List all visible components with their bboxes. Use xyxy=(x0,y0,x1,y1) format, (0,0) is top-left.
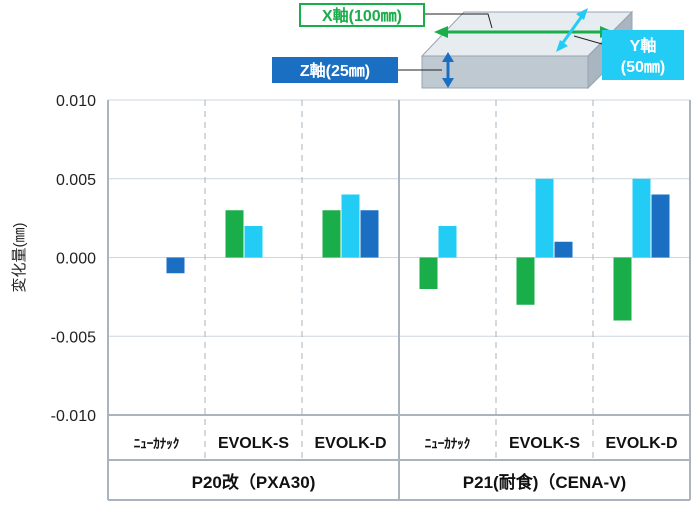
z-axis-legend-label: Z軸(25㎜) xyxy=(300,61,370,80)
y-axis-legend-label-line2: (50㎜) xyxy=(621,59,665,76)
bar-1-2-1 xyxy=(225,210,244,258)
x-label-box xyxy=(299,3,425,27)
bar-2-1-1 xyxy=(419,257,438,289)
bar-2-3-1 xyxy=(613,257,632,321)
category-label: EVOLK-S xyxy=(509,435,580,452)
bar-1-3-3 xyxy=(360,210,379,258)
bar-2-2-1 xyxy=(516,257,535,305)
bar-1-2-2 xyxy=(244,226,263,258)
bar-1-3-2 xyxy=(341,194,360,258)
category-label: ﾆｭｰｶﾅｯｸ xyxy=(425,436,471,451)
z-label-box xyxy=(272,57,398,83)
x-arrow-head-left xyxy=(434,26,448,38)
y-tick-label: 0.000 xyxy=(56,251,96,268)
y-arrow-line xyxy=(560,15,584,45)
z-arrow-head-up xyxy=(442,52,454,62)
y-tick-label: 0.010 xyxy=(56,93,96,110)
bar-1-3-1 xyxy=(322,210,341,258)
y-tick-label: -0.010 xyxy=(51,408,96,425)
bar-2-3-3 xyxy=(651,194,670,258)
group-label: P21(耐食)（CENA-V) xyxy=(463,472,626,492)
bar-2-3-2 xyxy=(632,178,651,258)
group-label: P20改（PXA30) xyxy=(192,472,316,492)
y-axis-label: 変化量(㎜) xyxy=(11,223,28,293)
y-label-box xyxy=(602,30,684,80)
x-axis-legend-label: X軸(100㎜) xyxy=(322,6,402,25)
y-arrow-head-lower xyxy=(556,40,568,52)
bar-2-2-3 xyxy=(554,241,573,258)
z-arrow-head-down xyxy=(442,78,454,88)
bar-2-1-2 xyxy=(438,226,457,258)
category-label: EVOLK-D xyxy=(606,435,678,452)
y-arrow-head-upper xyxy=(576,8,588,20)
bar-2-2-2 xyxy=(535,178,554,258)
bar-1-1-3 xyxy=(166,257,185,274)
category-label: EVOLK-S xyxy=(218,435,289,452)
y-leader-line xyxy=(573,35,603,45)
category-label: EVOLK-D xyxy=(315,435,387,452)
y-tick-label: 0.005 xyxy=(56,172,96,189)
category-label: ﾆｭｰｶﾅｯｸ xyxy=(134,436,180,451)
y-axis-legend-label-line1: Y軸 xyxy=(630,36,657,55)
y-tick-label: -0.005 xyxy=(51,329,96,346)
x-leader-line xyxy=(425,13,493,29)
